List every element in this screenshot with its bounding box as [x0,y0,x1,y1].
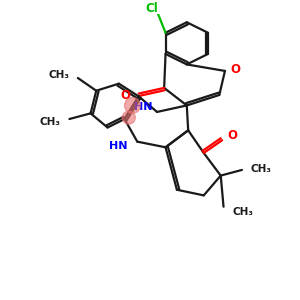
Text: CH₃: CH₃ [48,70,69,80]
Text: HN: HN [110,141,128,151]
Text: O: O [228,129,238,142]
Text: CH₃: CH₃ [250,164,272,173]
Text: O: O [120,89,130,102]
Circle shape [122,111,135,124]
Circle shape [124,98,140,113]
Text: CH₃: CH₃ [232,207,253,218]
Text: O: O [231,63,241,76]
Text: CH₃: CH₃ [40,117,61,127]
Text: HN: HN [134,102,153,112]
Text: Cl: Cl [145,2,158,15]
